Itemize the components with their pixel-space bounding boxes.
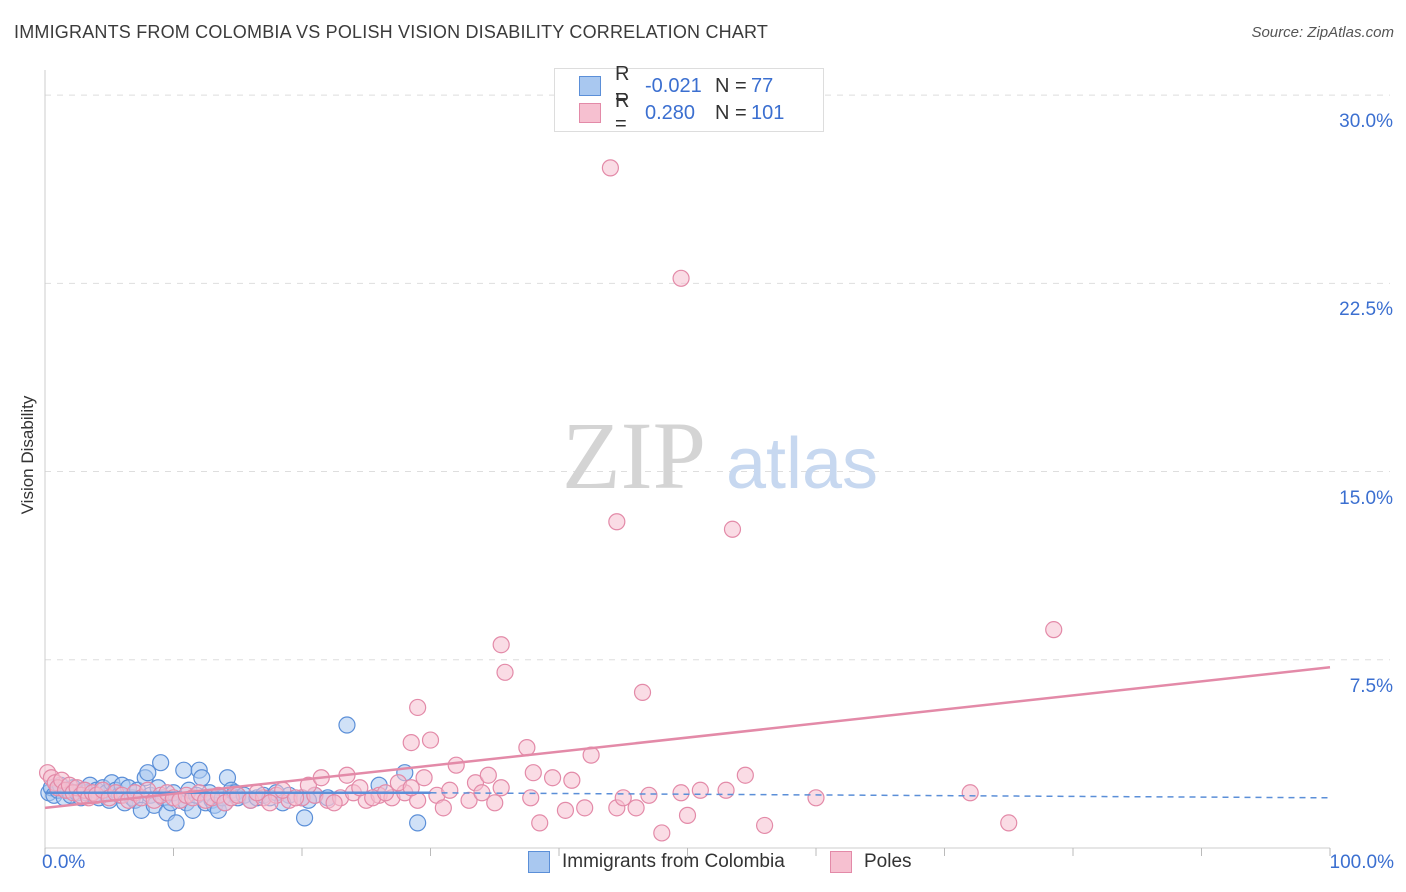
axes (44, 70, 1331, 856)
data-point (723, 520, 742, 538)
series-legend: Immigrants from Colombia Poles (0, 851, 1406, 877)
data-point (496, 663, 514, 681)
data-point (409, 814, 427, 832)
legend-n-value: 77 (751, 74, 774, 97)
data-point (325, 794, 343, 812)
trend-lines (44, 666, 1331, 810)
source-credit: Source: ZipAtlas.com (1251, 24, 1394, 41)
data-point (576, 799, 594, 817)
series-label-colombia: Immigrants from Colombia (562, 851, 785, 872)
legend-r-value: 0.280 (645, 101, 696, 124)
data-point (193, 769, 211, 787)
data-point (1045, 621, 1063, 639)
y-axis-label: Vision Disability (18, 395, 37, 515)
chart-title: IMMIGRANTS FROM COLOMBIA VS POLISH VISIO… (14, 22, 769, 42)
y-tick-label: 15.0% (1339, 487, 1393, 509)
watermark-atlas: atlas (726, 424, 878, 504)
data-point (531, 814, 549, 832)
legend-swatch-poles (579, 103, 601, 123)
data-point (492, 636, 510, 654)
y-tick-label: 22.5% (1339, 299, 1393, 321)
data-point (415, 769, 433, 787)
legend-r-value: -0.021 (645, 74, 702, 97)
data-point (678, 806, 697, 824)
data-point (434, 799, 452, 817)
data-point (295, 809, 314, 827)
data-point (139, 764, 157, 782)
data-point (556, 801, 575, 819)
series-legend-colombia[interactable]: Immigrants from Colombia (528, 851, 785, 873)
y-tick-label: 7.5% (1349, 675, 1393, 697)
data-point (447, 756, 465, 774)
data-point (1000, 814, 1018, 832)
watermark: ZIP atlas (562, 402, 878, 509)
data-point (261, 794, 279, 812)
data-point (152, 754, 170, 772)
x-tick-label-min: 0.0% (42, 852, 86, 873)
data-point (717, 781, 735, 799)
data-point (338, 716, 356, 734)
grid-lines (45, 94, 1390, 661)
series-label-poles: Poles (864, 851, 912, 872)
series-points-0 (40, 716, 427, 832)
x-tick-label-max: 100.0% (1329, 852, 1394, 873)
data-points (38, 159, 1063, 842)
legend-row-poles: R = 0.280 N = 101 (579, 90, 791, 135)
legend-r-label: R = (615, 63, 630, 108)
data-point (518, 739, 536, 757)
data-point (640, 786, 658, 804)
data-point (807, 789, 825, 807)
data-point (672, 269, 690, 287)
data-point (961, 784, 979, 802)
data-point (653, 824, 671, 842)
legend-r-label: R = (615, 90, 630, 135)
legend-n-label: N = (715, 101, 747, 124)
data-point (672, 784, 690, 802)
data-point (522, 789, 540, 807)
data-point (492, 779, 510, 797)
data-point (543, 769, 562, 787)
series-swatch-colombia (528, 851, 550, 873)
series-swatch-poles (830, 851, 852, 873)
data-point (755, 816, 774, 835)
legend-n-label: N = (715, 74, 747, 97)
data-point (441, 781, 459, 799)
data-point (563, 771, 581, 789)
legend-n-value: 101 (751, 101, 785, 124)
data-point (486, 794, 504, 812)
watermark-zip: ZIP (562, 402, 706, 509)
data-point (601, 159, 620, 177)
data-point (402, 733, 420, 752)
stats-legend: R = -0.021 N = 77 R = 0.280 N = 101 (554, 63, 824, 135)
data-point (691, 781, 709, 799)
legend-swatch-colombia (579, 76, 601, 96)
data-point (627, 799, 645, 817)
trend-line-dashed-0 (430, 792, 1331, 799)
y-tick-label: 30.0% (1339, 111, 1393, 133)
data-point (736, 766, 754, 784)
data-point (633, 683, 652, 702)
data-point (175, 761, 193, 779)
data-point (167, 814, 185, 832)
data-point (524, 764, 542, 782)
trend-line-1 (44, 666, 1331, 810)
data-point (479, 766, 497, 784)
data-point (608, 513, 626, 531)
data-point (421, 731, 440, 749)
legend-row-colombia: R = -0.021 N = 77 (579, 63, 791, 108)
series-points-1 (38, 159, 1063, 842)
data-point (409, 698, 427, 717)
series-legend-poles[interactable]: Poles (830, 851, 912, 873)
